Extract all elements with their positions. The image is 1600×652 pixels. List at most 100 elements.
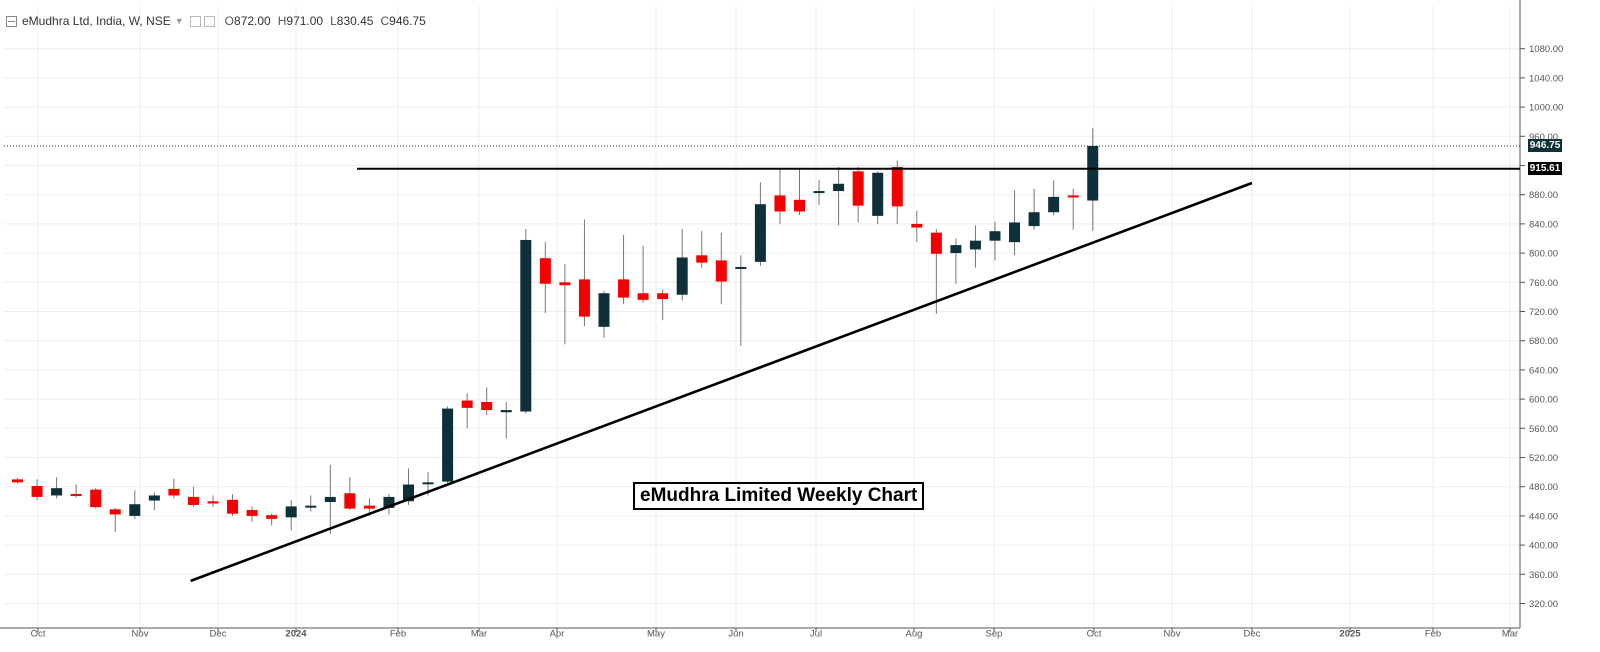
candle-body-10 <box>207 501 219 504</box>
candle-body-25 <box>500 410 512 413</box>
candle-body-0 <box>12 479 23 483</box>
settings-icon[interactable] <box>189 15 201 27</box>
x-tick-label-4: Feb <box>390 628 406 639</box>
candle-body-44 <box>872 172 884 216</box>
y-tick-label-19: 1080.00 <box>1529 44 1563 55</box>
candle-body-3 <box>70 494 82 496</box>
candle-body-52 <box>1028 212 1040 227</box>
y-tick-label-6: 560.00 <box>1529 424 1558 435</box>
x-tick-label-17: Mar <box>1502 628 1518 639</box>
candle-body-11 <box>227 499 239 514</box>
y-tick-label-10: 720.00 <box>1529 307 1558 318</box>
chart-header: eMudhra Ltd, India, W, NSE ▼ O 872.00 H 97… <box>6 14 426 28</box>
candle-body-48 <box>950 245 962 254</box>
candle-body-22 <box>442 408 454 482</box>
x-tick-label-0: Oct <box>31 628 46 639</box>
x-tick-label-15: 2025 <box>1339 628 1361 639</box>
y-tick-label-1: 360.00 <box>1529 570 1558 581</box>
candle-body-31 <box>618 279 630 298</box>
close-value: 946.75 <box>389 14 426 28</box>
x-tick-label-14: Dec <box>1244 628 1261 639</box>
resistance-price-label: 915.61 <box>1528 162 1562 176</box>
candle-body-41 <box>813 191 825 194</box>
candle-body-6 <box>129 504 141 516</box>
candle-body-37 <box>735 266 747 269</box>
close-icon[interactable] <box>203 15 215 27</box>
x-tick-label-10: Aug <box>906 628 923 639</box>
candle-body-55 <box>1087 145 1099 201</box>
y-tick-label-16: 960.00 <box>1529 132 1558 143</box>
candle-body-35 <box>696 255 708 263</box>
x-tick-label-12: Oct <box>1087 628 1102 639</box>
collapse-icon[interactable] <box>6 15 17 27</box>
open-key: O <box>224 14 235 28</box>
candle-body-5 <box>109 509 121 515</box>
low-value: 830.45 <box>336 14 374 28</box>
candle-body-40 <box>794 199 805 212</box>
candle-body-46 <box>911 223 923 228</box>
candle-body-51 <box>1009 222 1021 243</box>
y-tick-label-4: 480.00 <box>1529 482 1558 493</box>
x-tick-label-2: Dec <box>210 628 227 639</box>
candle-body-14 <box>285 506 297 518</box>
candle-body-26 <box>520 239 532 412</box>
candle-body-49 <box>969 240 981 250</box>
x-tick-label-11: Sep <box>986 628 1003 639</box>
candle-body-13 <box>266 515 278 519</box>
candle-body-2 <box>51 488 63 496</box>
last-price-label: 946.75 <box>1528 139 1562 153</box>
chevron-down-icon[interactable]: ▼ <box>174 16 184 26</box>
y-tick-label-11: 760.00 <box>1529 278 1558 289</box>
y-tick-label-7: 600.00 <box>1529 395 1558 406</box>
x-tick-label-7: May <box>647 628 665 639</box>
candle-body-32 <box>637 293 649 300</box>
candle-body-34 <box>676 257 688 295</box>
candle-body-36 <box>715 260 727 282</box>
y-tick-label-2: 400.00 <box>1529 541 1558 552</box>
candle-body-33 <box>657 293 669 300</box>
y-tick-label-18: 1040.00 <box>1529 73 1563 84</box>
x-tick-label-13: Nov <box>1164 628 1181 639</box>
candle-body-12 <box>246 510 258 516</box>
x-tick-label-1: Nov <box>132 628 149 639</box>
y-tick-label-13: 840.00 <box>1529 219 1558 230</box>
low-key: L <box>330 14 337 28</box>
high-key: H <box>277 14 287 28</box>
x-tick-label-3: 2024 <box>285 628 307 639</box>
y-tick-label-5: 520.00 <box>1529 453 1558 464</box>
open-value: 872.00 <box>234 14 271 28</box>
candle-body-30 <box>598 293 610 327</box>
y-tick-label-17: 1000.00 <box>1529 103 1563 114</box>
candle-body-24 <box>481 402 493 411</box>
candle-body-4 <box>90 489 102 508</box>
candle-body-47 <box>930 232 942 254</box>
y-tick-label-8: 640.00 <box>1529 365 1558 376</box>
x-tick-label-9: Jul <box>810 628 822 639</box>
candle-body-39 <box>774 195 786 212</box>
candle-body-53 <box>1048 196 1060 213</box>
candle-body-28 <box>559 282 571 286</box>
support-trendline <box>190 181 1253 583</box>
x-tick-label-6: Apr <box>550 628 565 639</box>
y-tick-label-3: 440.00 <box>1529 511 1558 522</box>
candle-body-17 <box>344 493 356 509</box>
candle-body-29 <box>578 279 590 317</box>
candle-body-7 <box>148 495 160 501</box>
close-key: C <box>380 14 390 28</box>
candle-body-42 <box>833 183 845 192</box>
candle-body-20 <box>403 484 414 502</box>
candle-body-8 <box>168 488 180 496</box>
candle-body-38 <box>754 204 766 262</box>
candle-body-9 <box>187 496 199 505</box>
candle-body-54 <box>1067 195 1079 198</box>
candle-body-45 <box>891 166 903 207</box>
y-tick-label-9: 680.00 <box>1529 336 1558 347</box>
symbol-label[interactable]: eMudhra Ltd, India, W, NSE <box>22 14 171 28</box>
high-value: 971.00 <box>286 14 324 28</box>
chart-title: eMudhra Limited Weekly Chart <box>633 482 925 510</box>
candle-body-15 <box>305 505 317 508</box>
y-tick-label-0: 320.00 <box>1529 599 1558 610</box>
y-tick-label-12: 800.00 <box>1529 249 1558 260</box>
